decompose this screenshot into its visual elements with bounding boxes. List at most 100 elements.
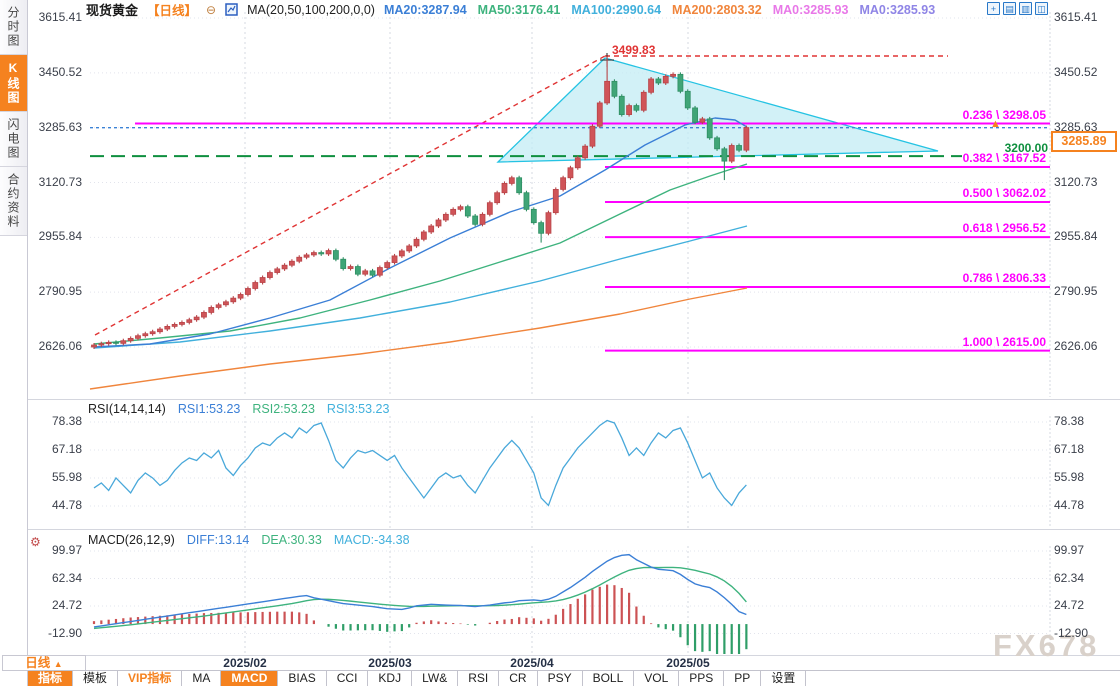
fib-label-2: 0.500 \ 3062.02	[962, 186, 1046, 201]
shift-right-icon[interactable]: ◫	[1035, 2, 1048, 15]
date-label-2: 2025/04	[510, 656, 554, 670]
ma-value-0: MA20:3287.94	[383, 2, 467, 17]
rsi-tick-right-1: 67.18	[1054, 442, 1085, 456]
rsi-tick-left-1: 67.18	[51, 442, 82, 456]
macd-histogram	[92, 584, 748, 654]
rsi-tick-left-2: 55.98	[51, 470, 82, 484]
macd-value-0: DIFF:13.14	[186, 533, 250, 547]
main-price-tick-left-4: 2955.84	[38, 229, 82, 244]
tab-ma[interactable]: MA	[182, 671, 222, 686]
ma50-line	[93, 163, 748, 345]
ma-value-1: MA50:3176.41	[477, 2, 561, 17]
macd-tick-left-0: 99.97	[51, 543, 82, 557]
macd-tick-right-3: -12.90	[1054, 625, 1089, 640]
fib-label-4: 0.786 \ 2806.33	[962, 271, 1046, 286]
sidebar-tab-kline[interactable]: K线图	[0, 55, 27, 112]
main-price-tick-left-1: 3450.52	[38, 64, 82, 79]
macd-tick-right-0: 99.97	[1054, 543, 1085, 557]
main-price-tick-right-3: 3120.73	[1054, 174, 1098, 189]
tab-cci[interactable]: CCI	[327, 671, 369, 686]
main-price-tick-left-3: 3120.73	[38, 174, 82, 189]
ma200-line	[89, 287, 748, 390]
chart-mode-sidebar: 分时图 K线图 闪电图 合约资料	[0, 0, 28, 686]
period-tag: 【日线】	[147, 4, 198, 18]
ma100-line	[93, 225, 748, 349]
tab-pps[interactable]: PPS	[679, 671, 725, 686]
ma-values: MA20:3287.94 MA50:3176.41 MA100:2990.64 MA2…	[384, 3, 935, 17]
tab-rsi[interactable]: RSI	[458, 671, 500, 686]
diff-line	[93, 553, 747, 628]
main-price-tick-right-5: 2790.95	[1054, 284, 1098, 299]
sidebar-tab-lightning[interactable]: 闪电图	[0, 112, 27, 167]
latest-price-arrow-icon[interactable]: ▲	[990, 118, 1001, 130]
sidebar-tab-timeshare[interactable]: 分时图	[0, 0, 27, 55]
ma-settings-label[interactable]: MA(20,50,100,200,0,0)	[247, 2, 375, 17]
chart-window-icons: + ▤ ▥ ◫	[987, 2, 1048, 15]
sidebar-tab-contract-info[interactable]: 合约资料	[0, 167, 27, 236]
collapse-icon[interactable]: ⊖	[206, 2, 217, 17]
rsi-value-1: RSI2:53.23	[252, 402, 315, 416]
fib-label-1: 0.382 \ 3167.52	[962, 150, 1046, 165]
macd-value-2: MACD:-34.38	[333, 533, 410, 547]
date-label-0: 2025/02	[223, 656, 267, 670]
ma-value-5: MA0:3285.93	[859, 2, 936, 17]
tab-templates[interactable]: 模板	[73, 671, 119, 686]
period-dropdown-arrow-icon: ▲	[53, 659, 63, 669]
tab-boll[interactable]: BOLL	[583, 671, 635, 686]
level-3200-label: 3200.00	[1004, 141, 1048, 156]
macd-tick-left-1: 62.34	[51, 570, 82, 585]
tab-psy[interactable]: PSY	[538, 671, 583, 686]
rsi-title[interactable]: RSI(14,14,14)	[88, 402, 166, 416]
dea-line	[93, 566, 747, 630]
rsi-legend: RSI1:53.23 RSI2:53.23 RSI3:53.23	[178, 402, 390, 416]
main-price-tick-right-2: 3285.63	[1054, 119, 1098, 134]
rsi-value-0: RSI1:53.23	[177, 402, 241, 416]
macd-legend: DIFF:13.14 DEA:30.33 MACD:-34.38	[187, 533, 410, 547]
main-price-tick-left-0: 3615.41	[38, 10, 82, 24]
peak-price-annotation: 3499.83	[612, 43, 656, 57]
manual-scale-icon[interactable]: ▥	[1019, 2, 1032, 15]
tab-vol[interactable]: VOL	[634, 671, 680, 686]
rsi-tick-right-0: 78.38	[1054, 414, 1085, 428]
main-price-tick-left-5: 2790.95	[38, 284, 82, 299]
main-price-tick-left-2: 3285.63	[38, 119, 82, 134]
tab-settings[interactable]: 设置	[761, 671, 807, 686]
indicator-toolbar: 指标 模板 VIP指标 MA MACD BIAS CCI KDJ LW& RSI CR PSY BOLL…	[28, 670, 1120, 686]
rsi-tick-right-2: 55.98	[1054, 470, 1085, 484]
main-price-tick-left-6: 2626.06	[38, 339, 82, 353]
tab-lwr[interactable]: LW&	[412, 671, 459, 686]
tab-cr[interactable]: CR	[499, 671, 538, 686]
tab-pp[interactable]: PP	[724, 671, 762, 686]
rsi-tick-left-3: 44.78	[51, 498, 82, 512]
tab-macd[interactable]: MACD	[221, 671, 279, 686]
main-price-tick-right-0: 3615.41	[1054, 10, 1098, 24]
tab-vip-indicators[interactable]: VIP指标	[118, 671, 183, 686]
period-selector-label: 日线	[25, 656, 51, 670]
macd-tick-left-3: -12.90	[47, 625, 82, 640]
macd-tick-left-2: 24.72	[51, 598, 82, 612]
rsi-tick-left-0: 78.38	[51, 414, 82, 428]
auto-scale-icon[interactable]: ▤	[1003, 2, 1016, 15]
rsi-header: RSI(14,14,14) RSI1:53.23 RSI2:53.23 RSI3:5…	[88, 402, 389, 416]
tab-bias[interactable]: BIAS	[278, 671, 327, 686]
ma-value-3: MA200:2803.32	[672, 2, 762, 17]
ma-value-4: MA0:3285.93	[772, 2, 849, 17]
rsi-tick-right-3: 44.78	[1054, 498, 1085, 512]
tab-kdj[interactable]: KDJ	[368, 671, 413, 686]
rsi-line	[93, 419, 747, 507]
rising-trendline	[94, 55, 606, 336]
macd-tick-right-1: 62.34	[1054, 570, 1085, 585]
chart-type-icon	[225, 3, 238, 16]
tab-indicators[interactable]: 指标	[28, 671, 74, 686]
macd-settings-gear-icon[interactable]: ⚙	[30, 535, 41, 549]
fx678-watermark: FX678	[993, 628, 1100, 663]
chart-header: 现货黄金 【日线】 ⊖ MA(20,50,100,200,0,0) MA20:3…	[86, 1, 935, 19]
period-selector[interactable]: 日线 ▲	[2, 655, 86, 671]
crosshair-icon[interactable]: +	[987, 2, 1000, 15]
macd-title[interactable]: MACD(26,12,9)	[88, 533, 175, 547]
macd-value-1: DEA:30.33	[261, 533, 322, 547]
date-label-1: 2025/03	[368, 656, 412, 670]
macd-tick-right-2: 24.72	[1054, 598, 1085, 612]
